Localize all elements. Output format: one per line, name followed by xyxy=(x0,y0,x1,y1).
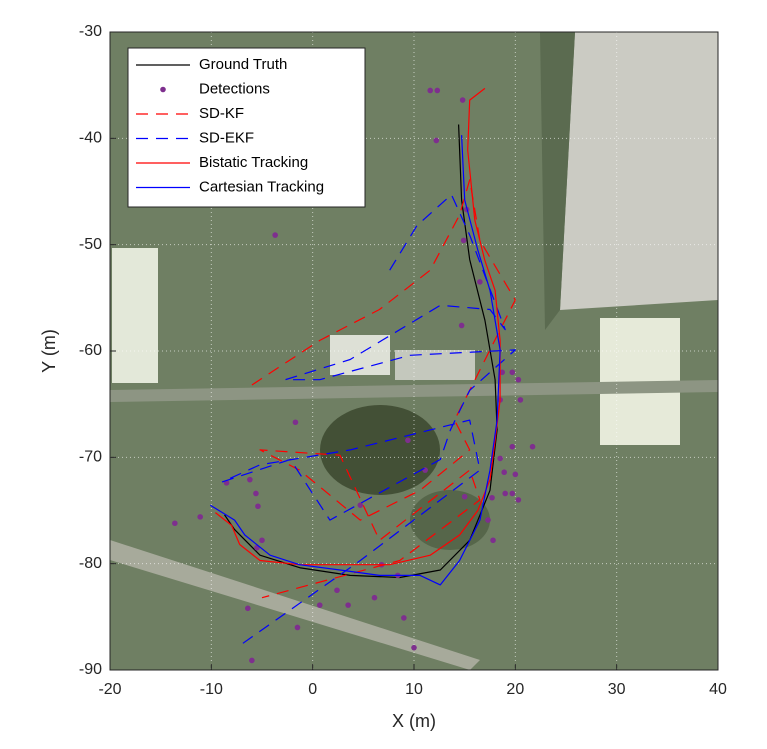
x-tick-label: 30 xyxy=(608,681,626,698)
series-line xyxy=(215,87,501,566)
detection-point xyxy=(517,397,524,403)
y-tick-label: -80 xyxy=(79,555,102,572)
legend: Ground Truth Detections SD-KF SD-EKF Bistati… xyxy=(127,47,366,208)
detection-point xyxy=(334,587,340,594)
series-line xyxy=(209,135,501,586)
legend-label: Ground Truth xyxy=(199,56,287,73)
x-tick-label: -10 xyxy=(200,681,223,698)
detection-point xyxy=(509,490,516,497)
legend-box xyxy=(127,47,366,208)
detection-point xyxy=(461,493,468,500)
plot-frame xyxy=(109,31,719,671)
x-tick-label: 20 xyxy=(506,681,524,698)
series-line xyxy=(221,194,516,649)
detection-point xyxy=(294,624,301,631)
detection-point xyxy=(316,602,323,608)
detection-point xyxy=(401,615,407,621)
legend-label: Bistatic Tracking xyxy=(199,154,308,171)
detection-point xyxy=(502,490,509,497)
detection-point xyxy=(259,537,265,544)
detection-point xyxy=(477,279,483,285)
detection-point xyxy=(247,476,253,483)
detection-point xyxy=(427,87,434,94)
detection-point xyxy=(489,494,495,501)
detection-point xyxy=(253,490,259,497)
detection-point xyxy=(490,537,496,544)
x-tick-label: 0 xyxy=(308,681,317,698)
detection-point xyxy=(509,443,516,450)
detection-point xyxy=(459,97,466,103)
detection-point xyxy=(422,467,428,473)
detection-point xyxy=(292,419,299,426)
detection-point xyxy=(515,497,522,503)
y-tick-label: -60 xyxy=(79,342,102,359)
x-axis-label: X (m) xyxy=(392,711,436,731)
data-marks xyxy=(172,87,536,664)
y-tick-label: -50 xyxy=(79,236,102,253)
detection-point xyxy=(411,644,417,651)
detection-point xyxy=(529,443,536,450)
detection-point xyxy=(249,657,255,664)
legend-swatch xyxy=(160,86,166,93)
detection-point xyxy=(499,369,505,376)
y-tick-label: -40 xyxy=(79,130,102,147)
detection-point xyxy=(485,517,491,523)
legend-label: Cartesian Tracking xyxy=(199,178,324,195)
detection-point xyxy=(512,471,519,478)
detection-point xyxy=(255,503,261,510)
detection-point xyxy=(371,594,378,601)
legend-label: SD-EKF xyxy=(199,129,254,146)
detection-point xyxy=(345,602,351,608)
detection-point xyxy=(172,520,178,527)
y-axis-label: Y (m) xyxy=(39,329,59,373)
y-tick-label: -70 xyxy=(79,449,102,466)
detection-point xyxy=(497,455,503,462)
y-tick-label: -90 xyxy=(79,661,102,678)
detection-point xyxy=(405,437,411,444)
detection-point xyxy=(460,237,467,244)
detection-point xyxy=(501,469,507,476)
detection-point xyxy=(434,87,441,94)
detection-point xyxy=(515,376,522,383)
detection-point xyxy=(197,514,203,520)
detection-point xyxy=(272,232,278,238)
legend-label: Detections xyxy=(199,80,270,97)
y-tick-label: -30 xyxy=(79,23,102,40)
x-tick-label: 10 xyxy=(405,681,423,698)
legend-label: SD-KF xyxy=(199,105,244,122)
detection-point xyxy=(509,369,516,376)
detection-point xyxy=(245,605,251,612)
x-tick-label: 40 xyxy=(709,681,727,698)
x-tick-label: -20 xyxy=(98,681,121,698)
series-line xyxy=(251,179,516,599)
detection-point xyxy=(458,322,465,329)
detection-point xyxy=(357,502,364,508)
detection-point xyxy=(433,137,440,144)
